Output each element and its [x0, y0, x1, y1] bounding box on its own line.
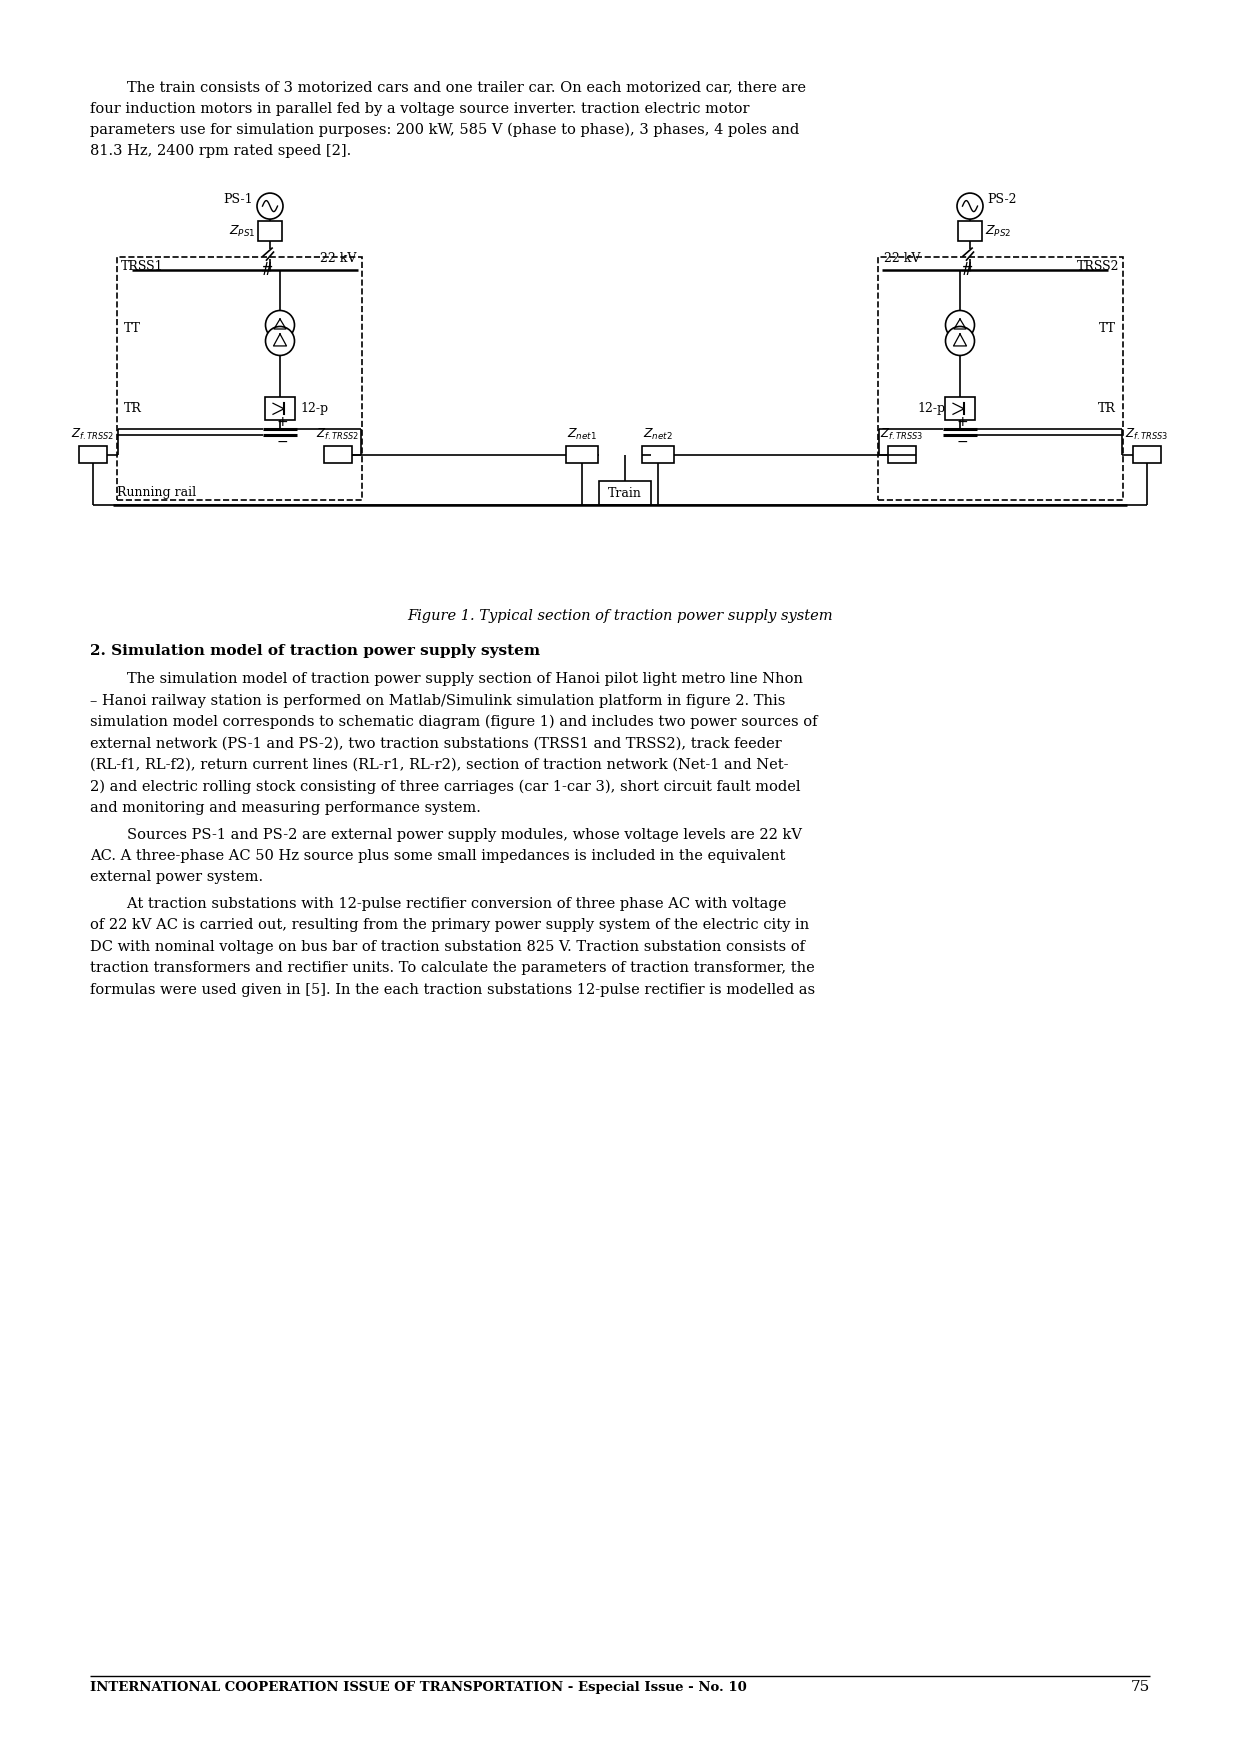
Text: $Z_{PS1}$: $Z_{PS1}$	[228, 223, 255, 239]
Text: TT: TT	[124, 323, 141, 335]
Text: DC with nominal voltage on bus bar of traction substation 825 V. Traction substa: DC with nominal voltage on bus bar of tr…	[91, 940, 805, 954]
Text: The train consists of 3 motorized cars and one trailer car. On each motorized ca: The train consists of 3 motorized cars a…	[91, 81, 806, 95]
Circle shape	[265, 310, 295, 340]
Text: PS-1: PS-1	[223, 193, 253, 205]
Text: of 22 kV AC is carried out, resulting from the primary power supply system of th: of 22 kV AC is carried out, resulting fr…	[91, 919, 810, 933]
Text: $Z_{net2}$: $Z_{net2}$	[644, 428, 673, 442]
Text: −: −	[277, 435, 288, 449]
Text: simulation model corresponds to schematic diagram (figure 1) and includes two po: simulation model corresponds to schemati…	[91, 716, 817, 730]
Circle shape	[945, 310, 975, 340]
Text: −: −	[956, 435, 967, 449]
Text: Train: Train	[608, 488, 642, 500]
Text: TRSS2: TRSS2	[1076, 260, 1118, 274]
Text: The simulation model of traction power supply section of Hanoi pilot light metro: The simulation model of traction power s…	[91, 672, 804, 686]
Text: external network (PS-1 and PS-2), two traction substations (TRSS1 and TRSS2), tr: external network (PS-1 and PS-2), two tr…	[91, 737, 781, 751]
Text: 2) and electric rolling stock consisting of three carriages (car 1-car 3), short: 2) and electric rolling stock consisting…	[91, 779, 801, 795]
Text: traction transformers and rectifier units. To calculate the parameters of tracti: traction transformers and rectifier unit…	[91, 961, 815, 975]
Bar	[642, 447, 675, 463]
Text: parameters use for simulation purposes: 200 kW, 585 V (phase to phase), 3 phases: parameters use for simulation purposes: …	[91, 123, 800, 137]
Text: TR: TR	[124, 402, 141, 416]
Text: Running rail: Running rail	[117, 486, 196, 498]
Bar	[888, 447, 916, 463]
Text: – Hanoi railway station is performed on Matlab/Simulink simulation platform in f: – Hanoi railway station is performed on …	[91, 693, 785, 707]
Text: $Z_{f.TRSS2}$: $Z_{f.TRSS2}$	[72, 428, 114, 442]
Text: 75: 75	[1131, 1680, 1149, 1694]
Bar	[324, 447, 352, 463]
Text: formulas were used given in [5]. In the each traction substations 12-pulse recti: formulas were used given in [5]. In the …	[91, 982, 815, 996]
Text: 22 kV: 22 kV	[320, 253, 356, 265]
Text: TR: TR	[1099, 402, 1116, 416]
Bar	[258, 221, 281, 240]
Text: INTERNATIONAL COOPERATION ISSUE OF TRANSPORTATION - Especial Issue - No. 10: INTERNATIONAL COOPERATION ISSUE OF TRANS…	[91, 1680, 746, 1694]
Circle shape	[257, 193, 283, 219]
Text: +: +	[956, 414, 967, 428]
Text: 12-p: 12-p	[918, 402, 945, 416]
Text: $Z_{f.TRSS2}$: $Z_{f.TRSS2}$	[316, 428, 360, 442]
Text: TT: TT	[1099, 323, 1116, 335]
Text: #: #	[262, 261, 272, 279]
Circle shape	[945, 326, 975, 356]
Bar	[959, 221, 982, 240]
Text: TRSS1: TRSS1	[122, 260, 164, 274]
Text: $Z_{f.TRSS3}$: $Z_{f.TRSS3}$	[880, 428, 924, 442]
Text: four induction motors in parallel fed by a voltage source inverter. traction ele: four induction motors in parallel fed by…	[91, 102, 749, 116]
Text: 12-p: 12-p	[300, 402, 329, 416]
Text: PS-2: PS-2	[987, 193, 1017, 205]
Text: Sources PS-1 and PS-2 are external power supply modules, whose voltage levels ar: Sources PS-1 and PS-2 are external power…	[91, 828, 802, 842]
Text: AC. A three-phase AC 50 Hz source plus some small impedances is included in the : AC. A three-phase AC 50 Hz source plus s…	[91, 849, 785, 863]
Text: 81.3 Hz, 2400 rpm rated speed [2].: 81.3 Hz, 2400 rpm rated speed [2].	[91, 144, 351, 158]
Bar	[878, 258, 1123, 500]
Bar	[117, 258, 362, 500]
Text: At traction substations with 12-pulse rectifier conversion of three phase AC wit: At traction substations with 12-pulse re…	[91, 896, 786, 910]
Circle shape	[265, 326, 295, 356]
Bar	[599, 481, 651, 505]
Circle shape	[957, 193, 983, 219]
Bar	[265, 396, 295, 421]
Bar	[79, 447, 107, 463]
Text: and monitoring and measuring performance system.: and monitoring and measuring performance…	[91, 802, 481, 816]
Text: 22 kV: 22 kV	[884, 253, 920, 265]
Text: 2. Simulation model of traction power supply system: 2. Simulation model of traction power su…	[91, 644, 541, 658]
Bar	[565, 447, 598, 463]
Text: (RL-f1, RL-f2), return current lines (RL-r1, RL-r2), section of traction network: (RL-f1, RL-f2), return current lines (RL…	[91, 758, 789, 772]
Text: +: +	[277, 414, 288, 428]
Bar	[1133, 447, 1161, 463]
Text: $Z_{f.TRSS3}$: $Z_{f.TRSS3}$	[1126, 428, 1168, 442]
Text: external power system.: external power system.	[91, 870, 263, 884]
Text: Figure 1. Typical section of traction power supply system: Figure 1. Typical section of traction po…	[407, 609, 833, 623]
Text: $Z_{net1}$: $Z_{net1}$	[567, 428, 596, 442]
Text: #: #	[962, 261, 972, 279]
Bar	[945, 396, 975, 421]
Text: $Z_{PS2}$: $Z_{PS2}$	[985, 223, 1012, 239]
